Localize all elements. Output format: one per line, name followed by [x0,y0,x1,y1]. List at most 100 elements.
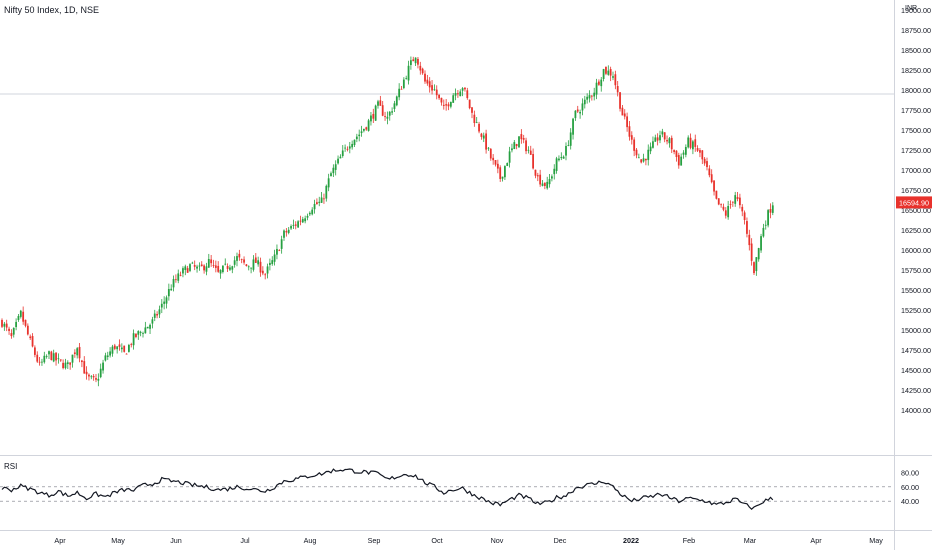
candle [706,157,708,171]
candle [3,321,6,331]
candle [203,264,205,274]
price-tick-label: 18750.00 [901,26,931,35]
candle [755,257,758,276]
candle [762,223,765,238]
candle [771,202,774,216]
candle [374,104,377,121]
candle [372,108,375,123]
candle [156,311,158,319]
candle [496,159,499,174]
candle [113,343,116,351]
candle [616,81,619,97]
candle [287,227,290,235]
candle [167,283,170,301]
candle [565,142,567,161]
candle [478,121,480,134]
candle [29,334,32,341]
candle [118,339,121,351]
candle [553,164,556,180]
candle [297,220,299,229]
candle [482,132,485,143]
time-tick-label: Nov [491,536,504,545]
candle [313,199,316,214]
candle [543,182,546,190]
candle [492,154,495,165]
candle [123,345,126,353]
rsi-axis: 40.00 60.00 80.00 [901,468,919,506]
candle [125,353,128,355]
candle [567,140,570,147]
candle [377,99,379,109]
candle [598,79,600,86]
chart-title[interactable]: Nifty 50 Index, 1D, NSE [4,5,100,15]
candle [184,264,187,276]
time-tick-label: Apr [810,536,822,545]
candle [69,362,72,370]
candle [320,191,323,204]
candle [494,160,497,167]
price-tick-label: 17250.00 [901,146,931,155]
candle [710,169,713,184]
candle [52,349,55,363]
candle [88,373,90,381]
candle [71,354,74,368]
candle [149,323,151,334]
candle [459,89,462,97]
currency-icon[interactable]: INR [905,5,918,12]
candle [200,261,203,267]
candle [583,95,586,109]
candle [236,252,238,267]
candle [520,129,523,144]
candle [602,68,605,82]
candle [743,210,746,225]
candle [501,176,504,182]
candle [224,258,227,266]
price-tick-label: 16750.00 [901,186,931,195]
rsi-pane-label[interactable]: RSI [4,462,18,471]
candle [607,65,610,76]
price-axis: 14000.00 14250.00 14500.00 14750.00 15000.00… [896,6,932,415]
candle [240,258,243,264]
candle [261,266,264,276]
candle [318,196,321,207]
candle [590,94,593,101]
candle [231,265,234,274]
candle [473,110,476,127]
candle [259,257,262,277]
candle [440,97,443,106]
candle [130,342,133,348]
candle [457,90,459,98]
candle [630,131,633,145]
candle [576,105,579,113]
candle [471,107,473,119]
candle [146,326,149,329]
candle [306,213,309,221]
candle [449,101,452,109]
candle [388,110,391,121]
candle [539,169,542,187]
candle [715,190,718,200]
candle [504,165,506,180]
candle [226,263,229,273]
candle [57,353,60,364]
candle [489,148,492,161]
time-tick-label: Mar [744,536,757,545]
time-tick-label: Oct [431,536,442,545]
candle [614,70,617,90]
candle [739,193,741,209]
candle [153,309,156,322]
candle [266,263,269,279]
candle [731,201,734,207]
candle [668,136,671,148]
candle [727,200,730,220]
candle [760,233,762,253]
candle [511,143,513,153]
time-tick-label: Jun [170,536,182,545]
candle [546,176,549,190]
candle [713,180,715,196]
candle [358,129,361,142]
candle [308,211,311,216]
candle [445,99,448,111]
candle [741,204,744,217]
